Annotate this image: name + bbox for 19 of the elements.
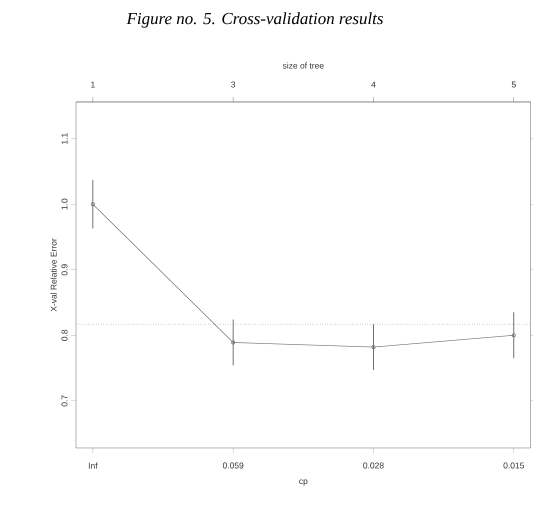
y-tick-label: 1.0 [62,198,68,210]
x-tick-label: 0.015 [504,462,524,468]
y-tick-label: 0.9 [62,264,68,276]
x-tick-label: 0.028 [363,462,384,468]
annotation: 4 [371,82,376,88]
annotation: 3 [231,81,236,88]
x2-axis-title: size of tree [282,62,324,69]
y-tick-label: 0.7 [62,395,68,406]
x-tick-label: 0.059 [222,462,244,468]
annotation: 1 [91,82,95,88]
point [372,345,376,350]
point [231,340,236,344]
chart-title: Figure no. 5. Cross-validation results [126,12,383,28]
x-tick-label: Inf [88,462,98,469]
x-axis-title: cp [299,479,308,486]
y-axis-title: X-val Relative Error [50,238,57,312]
annotation: 5 [512,82,516,88]
y-tick-label: 0.8 [62,330,68,341]
y-tick-label: 1.1 [62,133,68,144]
